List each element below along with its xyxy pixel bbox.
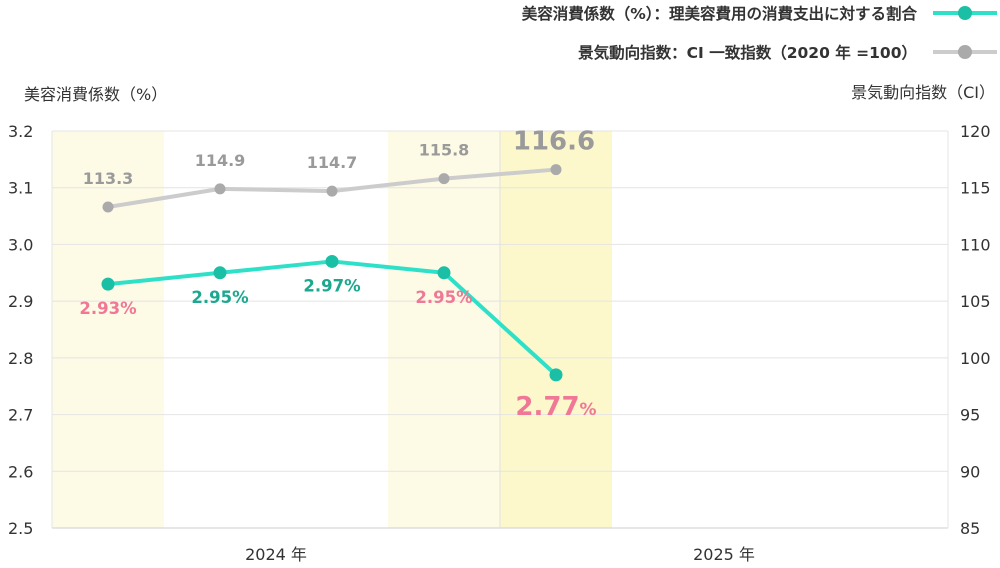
beauty-coefficient-point <box>213 266 227 280</box>
y-right-tick-label: 95 <box>960 406 980 425</box>
y-left-tick-label: 3.2 <box>8 122 33 141</box>
y-right-tick-label: 85 <box>960 519 980 538</box>
beauty-coefficient-data-label: 2.97% <box>303 276 361 295</box>
ci-point <box>102 201 114 213</box>
highlight-band <box>52 131 164 528</box>
legend-marker <box>958 6 972 20</box>
beauty-coefficient-data-label: 2.77% <box>515 392 596 422</box>
y-left-tick-label: 3.0 <box>8 235 33 254</box>
y-right-tick-label: 120 <box>960 122 991 141</box>
ci-data-label: 114.9 <box>195 151 246 170</box>
y-left-tick-label: 2.7 <box>8 406 33 425</box>
y-right-tick-label: 90 <box>960 462 980 481</box>
y-left-tick-label: 2.5 <box>8 519 33 538</box>
beauty-coefficient-point <box>101 277 115 291</box>
legend-label: 美容消費係数（%）：理美容費用の消費支出に対する割合 <box>522 4 918 23</box>
x-category-label: 2024 年 <box>245 545 307 564</box>
series-ci: 113.3 114.9 114.7 115.8 116.6 <box>83 127 595 213</box>
series-beauty-coefficient: 2.93% 2.95% 2.97% 2.95% 2.77% <box>79 254 597 422</box>
ci-point <box>550 164 562 176</box>
highlight-bands <box>52 131 612 528</box>
beauty-coefficient-data-label: 2.93% <box>79 299 137 318</box>
x-axis-categories: 2024 年 2025 年 <box>245 545 755 564</box>
y-axis-left-title: 美容消費係数（%） <box>24 85 167 104</box>
beauty-coefficient-point <box>437 266 451 280</box>
y-right-tick-label: 100 <box>960 349 991 368</box>
y-right-tick-label: 105 <box>960 292 991 311</box>
ci-point <box>214 183 226 195</box>
y-right-tick-label: 110 <box>960 235 991 254</box>
legend-marker <box>958 45 972 59</box>
beauty-coefficient-point <box>325 254 339 268</box>
ci-point <box>438 173 450 185</box>
y-right-tick-label: 115 <box>960 179 991 198</box>
y-left-tick-label: 3.1 <box>8 179 33 198</box>
y-left-tick-label: 2.9 <box>8 292 33 311</box>
y-axis-right-title: 景気動向指数（CI） <box>851 83 995 102</box>
legend-label: 景気動向指数：CI 一致指数（2020 年 =100） <box>578 43 917 62</box>
beauty-coefficient-point <box>549 368 563 382</box>
ci-data-label: 115.8 <box>419 141 470 160</box>
y-axis-left-ticks: 3.2 3.1 3.0 2.9 2.8 2.7 2.6 2.5 <box>8 122 33 538</box>
ci-data-label: 116.6 <box>513 127 595 157</box>
y-left-tick-label: 2.6 <box>8 462 33 481</box>
ci-point <box>326 185 338 197</box>
highlight-band <box>500 131 612 528</box>
ci-data-label: 114.7 <box>307 153 358 172</box>
y-left-tick-label: 2.8 <box>8 349 33 368</box>
ci-data-label: 113.3 <box>83 169 134 188</box>
y-axis-right-ticks: 120 115 110 105 100 95 90 85 <box>960 122 991 538</box>
beauty-coefficient-data-label: 2.95% <box>191 288 249 307</box>
beauty-coefficient-data-label: 2.95% <box>415 288 473 307</box>
highlight-band <box>388 131 500 528</box>
gridlines <box>51 130 949 529</box>
x-category-label: 2025 年 <box>693 545 755 564</box>
